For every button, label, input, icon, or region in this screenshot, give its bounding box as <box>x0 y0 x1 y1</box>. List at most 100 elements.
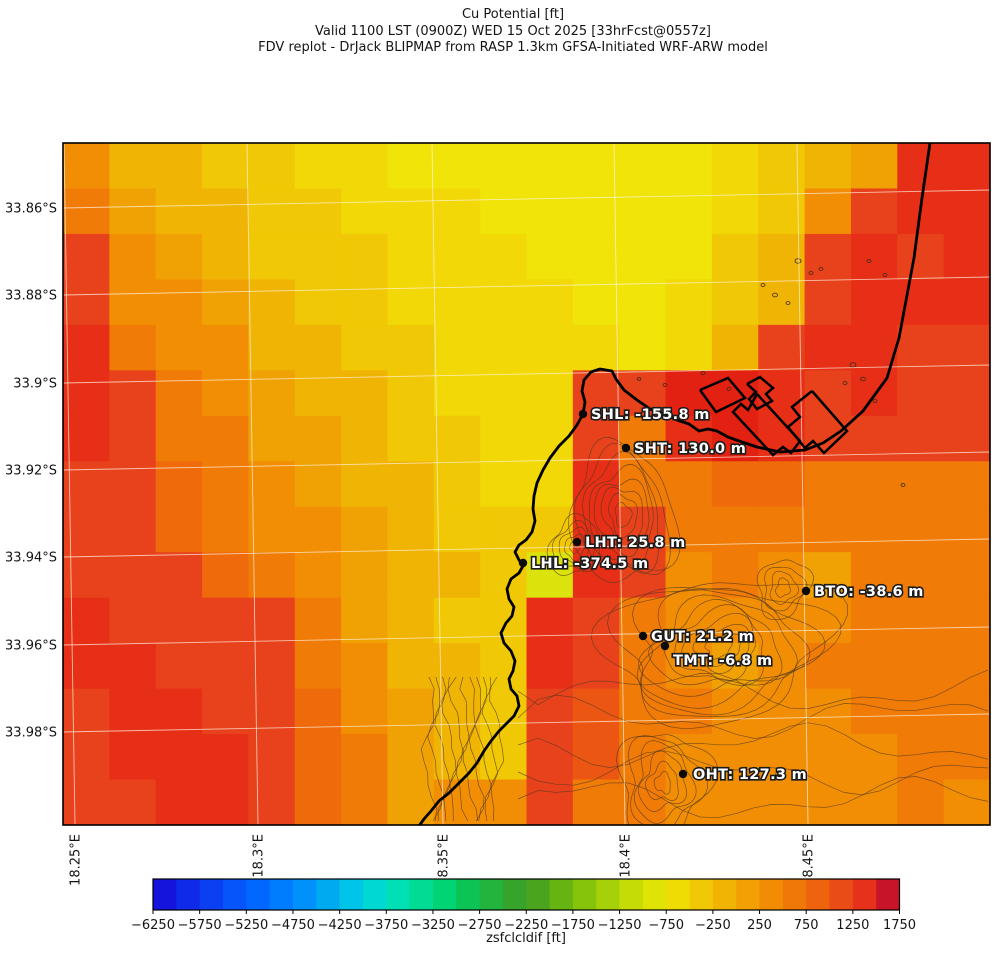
plot-valid-time: Valid 1100 LST (0900Z) WED 15 Oct 2025 [… <box>315 23 711 39</box>
heatmap-cell <box>294 552 342 599</box>
heatmap-cell <box>526 233 574 280</box>
contour-line <box>455 676 470 822</box>
heatmap-cell <box>202 370 249 417</box>
heatmap-cell <box>155 324 203 371</box>
rock-contour <box>818 267 824 271</box>
heatmap-cell <box>109 370 157 417</box>
heatmap-cell <box>897 734 945 781</box>
heatmap-cell <box>294 415 342 462</box>
heatmap-cell <box>341 734 389 781</box>
rock-contour <box>700 371 706 375</box>
heatmap-cell <box>202 279 249 326</box>
contour-line <box>600 486 643 549</box>
heatmap-cell <box>943 188 990 235</box>
heatmap-cell <box>711 643 759 690</box>
heatmap-cell <box>109 779 157 825</box>
heatmap-cell <box>63 324 110 371</box>
heatmap-cell <box>943 461 990 508</box>
heatmap-cell <box>248 506 296 553</box>
heatmap-cell <box>387 734 435 781</box>
heatmap-cell <box>155 552 203 599</box>
colorbar-segment <box>596 879 621 910</box>
terrain-contours <box>420 258 989 825</box>
heatmap-cell <box>433 461 481 508</box>
heatmap-cell <box>758 188 806 235</box>
colorbar-tick-label: −1250 <box>598 918 642 933</box>
x-axis-tick-label: 18.4°E <box>619 834 634 878</box>
heatmap-cell <box>63 233 110 280</box>
plot-title-block: Cu Potential [ft] Valid 1100 LST (0900Z)… <box>13 7 1001 57</box>
contour-line <box>481 676 499 822</box>
heatmap-cell <box>294 461 342 508</box>
colorbar-segment <box>269 879 294 910</box>
heatmap-cell <box>341 324 389 371</box>
heatmap-cell <box>63 688 110 735</box>
colorbar-segment <box>852 879 877 910</box>
heatmap-cell <box>526 324 574 371</box>
heatmap-cell <box>758 461 806 508</box>
station-label-lht: LHT: 25.8 m <box>585 535 686 551</box>
colorbar-tick-label: −4250 <box>318 918 362 933</box>
heatmap-cell <box>387 188 435 235</box>
heatmap-cell <box>572 643 620 690</box>
contour-line <box>420 676 438 822</box>
heatmap-cell <box>480 461 528 508</box>
colorbar-segment <box>153 879 177 910</box>
colorbar-segment <box>409 879 434 910</box>
heatmap-cell <box>248 415 296 462</box>
heatmap-cell <box>850 688 898 735</box>
heatmap-cell <box>202 688 249 735</box>
heatmap-cell <box>155 415 203 462</box>
station-label-shl: SHL: -155.8 m <box>591 407 710 423</box>
heatmap-cell <box>433 506 481 553</box>
heatmap-cell <box>341 461 389 508</box>
heatmap-cell <box>526 643 574 690</box>
y-axis-tick-label: 33.94°S <box>5 551 57 566</box>
heatmap-cell <box>572 688 620 735</box>
heatmap-cell <box>943 597 990 644</box>
heatmap-cell <box>804 324 852 371</box>
contour-line <box>588 464 654 567</box>
heatmap-cell <box>433 143 481 190</box>
heatmap-cell <box>109 279 157 326</box>
y-axis-tick-label: 33.98°S <box>5 726 57 741</box>
heatmap-cell <box>480 415 528 462</box>
heatmap-cell <box>572 415 620 462</box>
colorbar-axis-label: zsfclcldif [ft] <box>486 931 566 946</box>
heatmap-cell <box>387 415 435 462</box>
colorbar-segment <box>526 879 551 910</box>
contour-line <box>517 722 989 768</box>
y-axis-tick-label: 33.92°S <box>5 464 57 479</box>
station-label-lhl: LHL: -374.5 m <box>531 556 648 572</box>
station-dot-lht <box>572 537 582 547</box>
heatmap-cell <box>897 143 945 190</box>
heatmap-cell <box>155 279 203 326</box>
heatmap-cell <box>341 279 389 326</box>
heatmap-cell <box>897 506 945 553</box>
heatmap-cell <box>248 370 296 417</box>
contour-line <box>517 694 989 739</box>
station-markers-layer: SHL: -155.8 m SHT: 130.0 m LHT: 25.8 m LHL:… <box>518 405 925 785</box>
heatmap-cell <box>572 324 620 371</box>
longitude-gridline <box>613 143 626 825</box>
heatmap-cell <box>619 415 667 462</box>
heatmap-cell <box>341 143 389 190</box>
harbor-breakwater <box>731 393 802 457</box>
heatmap-cell <box>897 643 945 690</box>
heatmap-cell <box>202 233 249 280</box>
heatmap-cell <box>155 734 203 781</box>
plot-title: Cu Potential [ft] <box>461 7 565 22</box>
coastline-layer <box>417 143 932 825</box>
heatmap-cell <box>387 143 435 190</box>
y-axis-tick-label: 33.88°S <box>5 289 57 304</box>
colorbar-segment <box>619 879 644 910</box>
heatmap-cell <box>341 415 389 462</box>
heatmap-cell <box>109 143 157 190</box>
heatmap-cell <box>341 552 389 599</box>
heatmap-cell <box>850 734 898 781</box>
heatmap-cell <box>526 597 574 644</box>
heatmap-cell <box>758 506 806 553</box>
heatmap-cell <box>155 143 203 190</box>
contour-line <box>756 559 814 621</box>
station-dot-oht <box>678 769 688 779</box>
